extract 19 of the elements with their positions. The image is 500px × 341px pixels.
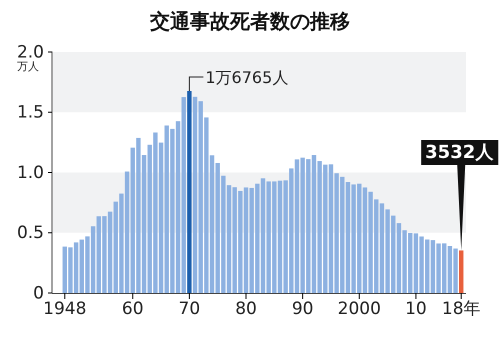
chart-title: 交通事故死者数の推移	[149, 9, 350, 33]
annotation: 1万6765人	[205, 68, 288, 87]
x-tick-label: 80	[235, 299, 257, 320]
y-tick-label: 1.0	[16, 162, 44, 183]
x-tick-label: 18年	[442, 299, 481, 320]
x-tick-label: 90	[292, 299, 314, 320]
bar	[459, 250, 464, 293]
x-tick-label: 10	[405, 299, 427, 320]
x-tick-label: 1948	[43, 299, 86, 320]
y-tick-label: 0	[33, 283, 44, 304]
x-tick-label: 2000	[338, 299, 381, 320]
annotation: 3532人	[425, 142, 494, 163]
x-tick-label: 60	[122, 299, 144, 320]
x-tick-label: 70	[178, 299, 200, 320]
y-tick-label: 2.0	[16, 42, 44, 62]
bar	[187, 90, 192, 293]
y-tick-label: 1.5	[16, 102, 44, 123]
y-axis-title: 万人	[17, 60, 39, 73]
y-tick-label: 0.5	[16, 223, 44, 244]
